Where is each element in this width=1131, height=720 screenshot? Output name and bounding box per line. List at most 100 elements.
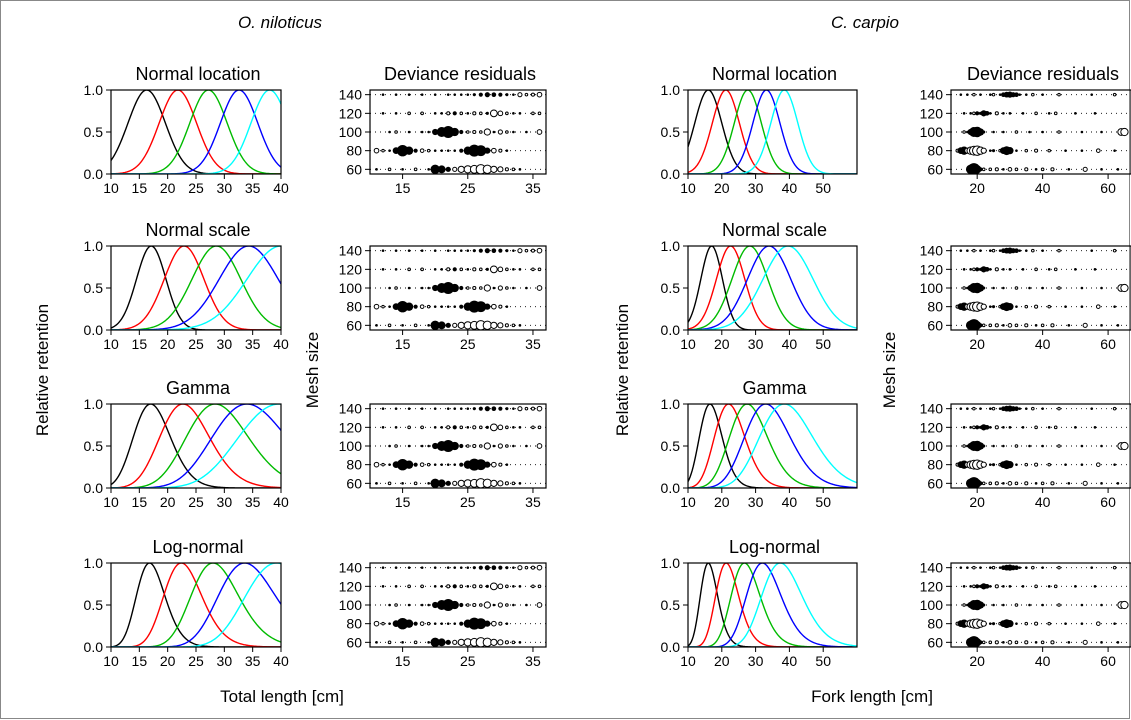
residual-point-positive xyxy=(969,585,972,588)
residual-point-positive xyxy=(1100,168,1103,171)
x-tick-label: 60 xyxy=(1100,494,1116,510)
residual-point-negative xyxy=(419,462,425,467)
residual-point-negative xyxy=(472,584,477,589)
residual-point-negative xyxy=(511,481,516,486)
x-tick-label: 25 xyxy=(188,653,204,669)
residual-point-negative xyxy=(504,640,509,645)
residual-point-negative xyxy=(536,602,543,608)
residual-point-negative xyxy=(536,91,543,98)
x-tick-label: 20 xyxy=(160,180,176,196)
residual-point-negative xyxy=(981,167,986,172)
residual-point-positive xyxy=(992,444,995,448)
residual-point-negative xyxy=(988,167,993,172)
residual-point-positive xyxy=(1028,130,1031,134)
residual-point-positive xyxy=(991,305,996,309)
residual-point-negative xyxy=(1040,167,1045,172)
residual-point-positive xyxy=(1002,426,1005,429)
residual-point-positive xyxy=(394,566,398,569)
y-tick-label: 120 xyxy=(920,419,944,435)
y-tick-label: 1.0 xyxy=(84,396,104,412)
x-tick-label: 40 xyxy=(1035,653,1051,669)
panel-3-4: Log-normal 0.0 0.5 1.0 10 20 30 40 50 xyxy=(661,537,858,669)
residual-point-negative xyxy=(1050,640,1055,645)
residual-point-positive xyxy=(1021,426,1025,429)
residual-point-positive xyxy=(1002,482,1005,485)
residual-point-negative xyxy=(1047,304,1051,309)
y-tick-label: 0.0 xyxy=(661,639,681,655)
residual-point-positive xyxy=(446,249,450,252)
residual-point-negative xyxy=(446,425,451,430)
x-tick-label: 35 xyxy=(245,336,261,352)
residual-point-positive xyxy=(1064,463,1067,466)
residual-point-negative xyxy=(497,285,503,291)
residual-point-positive xyxy=(381,566,385,569)
residual-point-positive xyxy=(491,248,497,254)
residual-point-negative xyxy=(490,165,498,173)
residual-point-positive xyxy=(1116,324,1120,327)
residual-point-positive xyxy=(998,93,1002,96)
residual-point-negative xyxy=(504,167,509,172)
residual-point-positive xyxy=(1008,268,1012,271)
residual-point-positive xyxy=(1067,482,1071,485)
residual-point-negative xyxy=(980,303,987,310)
residual-point-negative xyxy=(1095,304,1101,309)
residual-point-positive xyxy=(432,284,439,292)
residual-point-negative xyxy=(489,109,498,118)
residual-point-negative xyxy=(994,267,999,272)
residual-point-negative xyxy=(459,584,464,589)
residual-point-positive xyxy=(445,322,451,328)
residual-point-positive xyxy=(433,112,437,115)
residual-point-positive xyxy=(450,127,459,137)
residual-point-positive xyxy=(478,248,483,253)
y-tick-label: 120 xyxy=(339,105,363,121)
residual-point-positive xyxy=(973,321,982,330)
y-tick-label: 0.5 xyxy=(84,438,104,454)
residual-point-positive xyxy=(1006,303,1014,311)
x-tick-label: 50 xyxy=(815,336,831,352)
residual-point-positive xyxy=(437,479,446,488)
retention-curve-mesh-80 xyxy=(111,404,281,488)
residual-point-positive xyxy=(459,249,463,252)
residual-point-negative xyxy=(452,480,458,486)
residual-point-positive xyxy=(491,406,497,412)
residual-point-positive xyxy=(976,128,985,136)
retention-curve-mesh-80 xyxy=(688,404,857,488)
panel-plot-area xyxy=(951,564,1131,647)
residual-point-negative xyxy=(531,584,535,589)
residual-point-negative xyxy=(407,267,411,272)
residual-point-positive xyxy=(375,482,378,485)
y-tick-label: 60 xyxy=(927,634,943,650)
residual-point-positive xyxy=(452,584,457,589)
residual-point-negative xyxy=(991,92,996,97)
x-tick-label: 60 xyxy=(1100,653,1116,669)
residual-point-positive xyxy=(453,463,457,466)
residual-point-positive xyxy=(1047,268,1051,271)
residual-point-positive xyxy=(452,425,457,430)
residual-point-positive xyxy=(420,93,424,96)
residual-point-negative xyxy=(387,640,392,645)
y-tick-label: 140 xyxy=(920,560,944,576)
residual-point-positive xyxy=(459,285,464,291)
residual-point-positive xyxy=(459,148,464,153)
residual-point-positive xyxy=(401,168,404,171)
residual-point-positive xyxy=(1090,566,1094,569)
residual-point-negative xyxy=(457,638,465,646)
residual-point-negative xyxy=(497,480,504,487)
x-tick-label: 20 xyxy=(969,494,985,510)
residual-point-negative xyxy=(479,425,483,430)
x-tick-label: 10 xyxy=(103,494,119,510)
residual-point-negative xyxy=(483,284,491,292)
residual-point-positive xyxy=(437,638,446,647)
x-tick-label: 15 xyxy=(132,494,148,510)
residual-point-negative xyxy=(483,442,491,450)
residual-point-negative xyxy=(373,147,380,154)
residual-point-positive xyxy=(453,93,457,96)
residual-point-negative xyxy=(524,248,529,253)
residual-point-positive xyxy=(518,641,522,644)
y-axis-label-retention-right: Relative retention xyxy=(613,304,632,436)
retention-curve-mesh-80 xyxy=(688,246,857,330)
residual-point-positive xyxy=(984,110,990,116)
residual-point-negative xyxy=(1014,286,1019,290)
residual-point-negative xyxy=(524,406,529,411)
x-tick-label: 30 xyxy=(217,653,233,669)
